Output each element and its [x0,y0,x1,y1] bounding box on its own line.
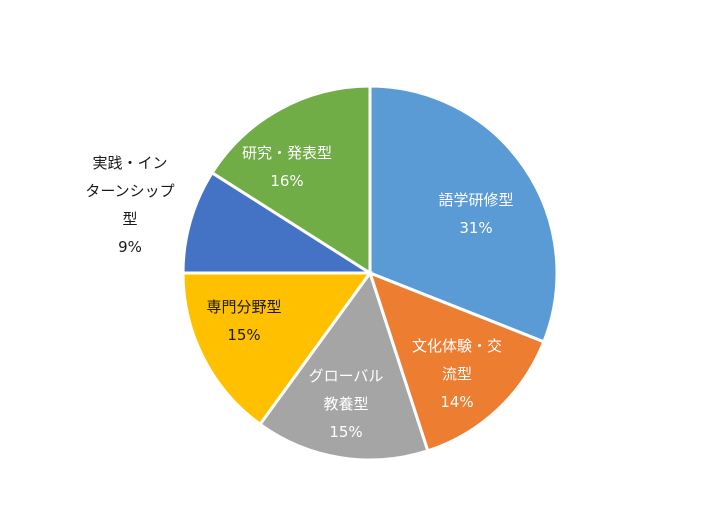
slice-percent-label: 16% [270,172,303,190]
pie-slice [368,84,559,344]
slice-name-label: 研究・発表型 [242,144,332,162]
pie-slice [181,271,373,427]
slice-label: 専門分野型 15% [206,298,281,344]
slice-percent-label: 14% [440,393,473,411]
slice-name-label: 専門分野型 [206,298,281,316]
slice-name-label: ターンシップ [85,182,174,200]
slice-name-label: 語学研修型 [438,191,513,209]
slice-label: 語学研修型 31% [438,191,513,237]
slice-name-label: 文化体験・交 [412,337,502,355]
slice-percent-label: 15% [329,423,362,441]
slice-label: 研究・発表型 16% [242,144,332,190]
slice-name-label: 型 [122,210,137,228]
slice-label: 文化体験・交流型 14% [412,337,502,411]
pie-slice [210,84,372,276]
slice-percent-label: 9% [118,238,142,256]
pie-slices [181,84,559,462]
slice-name-label: グローバル [309,367,384,385]
pie-slice [257,269,430,462]
slice-name-label: 流型 [442,365,472,383]
slice-name-label: 教養型 [323,395,368,413]
slice-percent-label: 15% [227,326,260,344]
slice-name-label: 実践・イン [92,154,167,172]
pie-slice [181,170,376,275]
slice-percent-label: 31% [459,219,492,237]
